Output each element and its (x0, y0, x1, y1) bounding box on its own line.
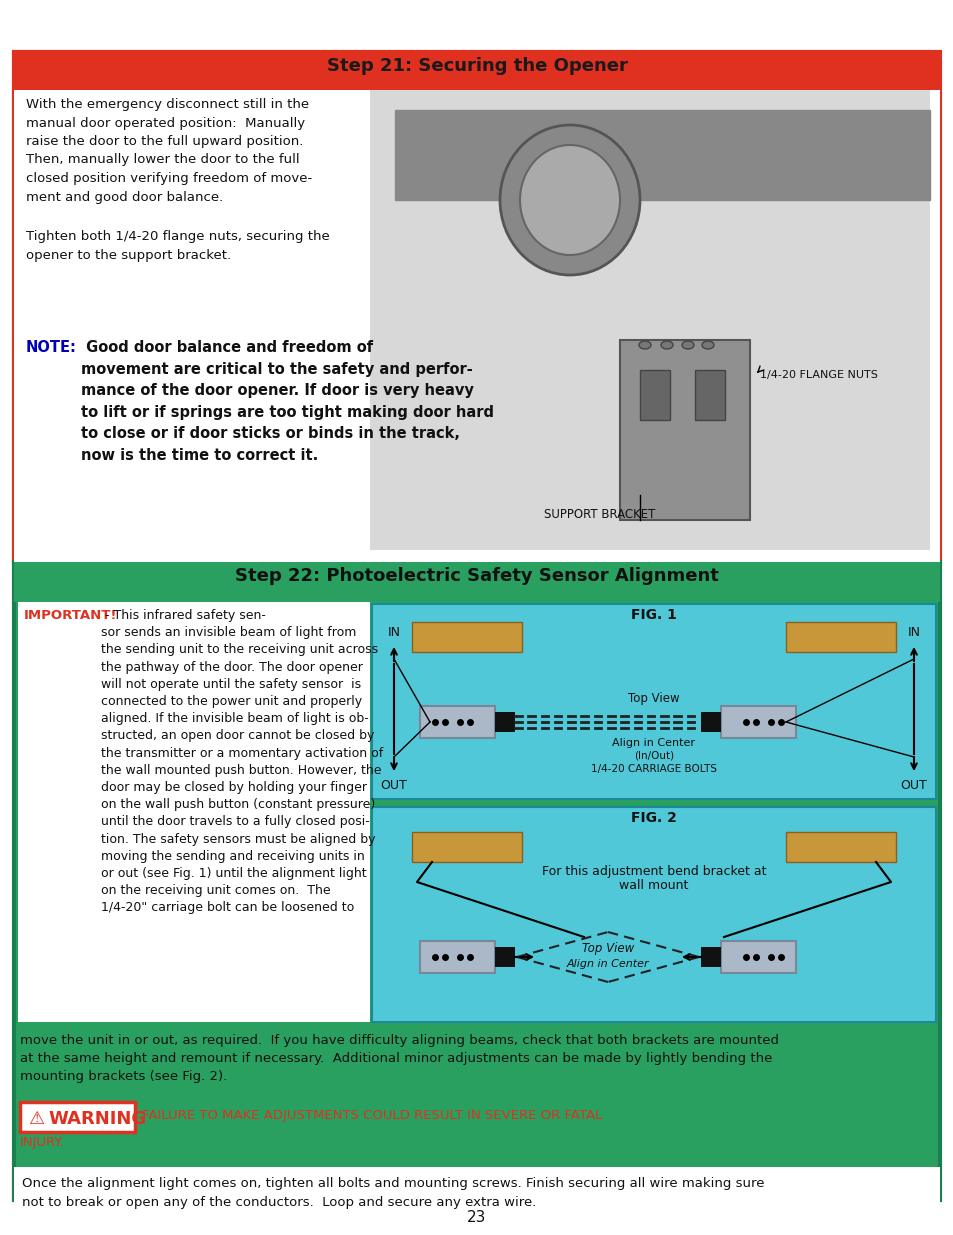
Text: 1/4-20 CARRIAGE BOLTS: 1/4-20 CARRIAGE BOLTS (590, 764, 717, 774)
Text: ⚠: ⚠ (28, 1110, 44, 1128)
Bar (14, 562, 939, 601)
Bar (785, 832, 895, 862)
Text: IN: IN (906, 626, 920, 638)
Text: move the unit in or out, as required.  If you have difficulty aligning beams, ch: move the unit in or out, as required. If… (20, 1034, 779, 1083)
Bar (370, 90, 929, 550)
Bar (372, 806, 935, 1023)
Text: OUT: OUT (380, 779, 407, 792)
Bar (419, 706, 495, 739)
Text: With the emergency disconnect still in the
manual door operated position:  Manua: With the emergency disconnect still in t… (26, 98, 312, 204)
Bar (14, 1167, 939, 1235)
Text: IMPORTANT!: IMPORTANT! (24, 609, 117, 622)
Text: NOTE:: NOTE: (26, 340, 77, 354)
Bar (14, 52, 939, 90)
Bar (700, 713, 720, 732)
Bar (619, 340, 749, 520)
Bar (720, 941, 795, 973)
Text: wall mount: wall mount (618, 879, 688, 892)
Text: Step 21: Securing the Opener: Step 21: Securing the Opener (326, 57, 627, 75)
Bar (495, 947, 515, 967)
Text: Once the alignment light comes on, tighten all bolts and mounting screws. Finish: Once the alignment light comes on, tight… (22, 1177, 763, 1209)
Bar (20, 1102, 135, 1132)
Text: IN: IN (387, 626, 400, 638)
Bar (395, 110, 929, 200)
Text: SUPPORT BRACKET: SUPPORT BRACKET (544, 508, 655, 521)
Text: WARNING: WARNING (48, 1110, 146, 1128)
Ellipse shape (499, 125, 639, 275)
Text: Tighten both 1/4-20 flange nuts, securing the
opener to the support bracket.: Tighten both 1/4-20 flange nuts, securin… (26, 230, 330, 262)
Bar (785, 622, 895, 652)
Text: For this adjustment bend bracket at: For this adjustment bend bracket at (541, 864, 765, 878)
Bar (700, 947, 720, 967)
Bar (720, 706, 795, 739)
Text: FIG. 1: FIG. 1 (630, 608, 677, 622)
Text: Top View: Top View (627, 692, 679, 705)
Text: 23: 23 (467, 1210, 486, 1225)
Text: Top View: Top View (581, 942, 634, 955)
Text: FIG. 2: FIG. 2 (630, 811, 677, 825)
Bar (14, 562, 939, 1200)
Bar (419, 941, 495, 973)
Text: Good door balance and freedom of
movement are critical to the safety and perfor-: Good door balance and freedom of movemen… (81, 340, 494, 463)
Bar (395, 110, 929, 200)
Text: Align in Center: Align in Center (612, 739, 695, 748)
Ellipse shape (701, 341, 713, 350)
Ellipse shape (660, 341, 672, 350)
Ellipse shape (681, 341, 693, 350)
Bar (495, 713, 515, 732)
Bar (639, 370, 669, 420)
Bar (18, 601, 370, 1023)
Text: Step 22: Photoelectric Safety Sensor Alignment: Step 22: Photoelectric Safety Sensor Ali… (234, 567, 719, 585)
Bar (372, 604, 935, 799)
Text: FAILURE TO MAKE ADJUSTMENTS COULD RESULT IN SEVERE OR FATAL: FAILURE TO MAKE ADJUSTMENTS COULD RESULT… (138, 1109, 601, 1123)
Text: OUT: OUT (900, 779, 926, 792)
Ellipse shape (639, 341, 650, 350)
Text: 1/4-20 FLANGE NUTS: 1/4-20 FLANGE NUTS (760, 370, 877, 380)
Bar (14, 52, 939, 562)
Bar (14, 90, 939, 562)
Ellipse shape (519, 144, 619, 254)
Text: - This infrared safety sen-
sor sends an invisible beam of light from
the sendin: - This infrared safety sen- sor sends an… (101, 609, 383, 914)
Text: INJURY.: INJURY. (20, 1136, 65, 1149)
Bar (412, 622, 521, 652)
Text: (In/Out): (In/Out) (634, 750, 674, 760)
Text: Align in Center: Align in Center (566, 960, 649, 969)
Bar (695, 370, 724, 420)
Bar (412, 832, 521, 862)
